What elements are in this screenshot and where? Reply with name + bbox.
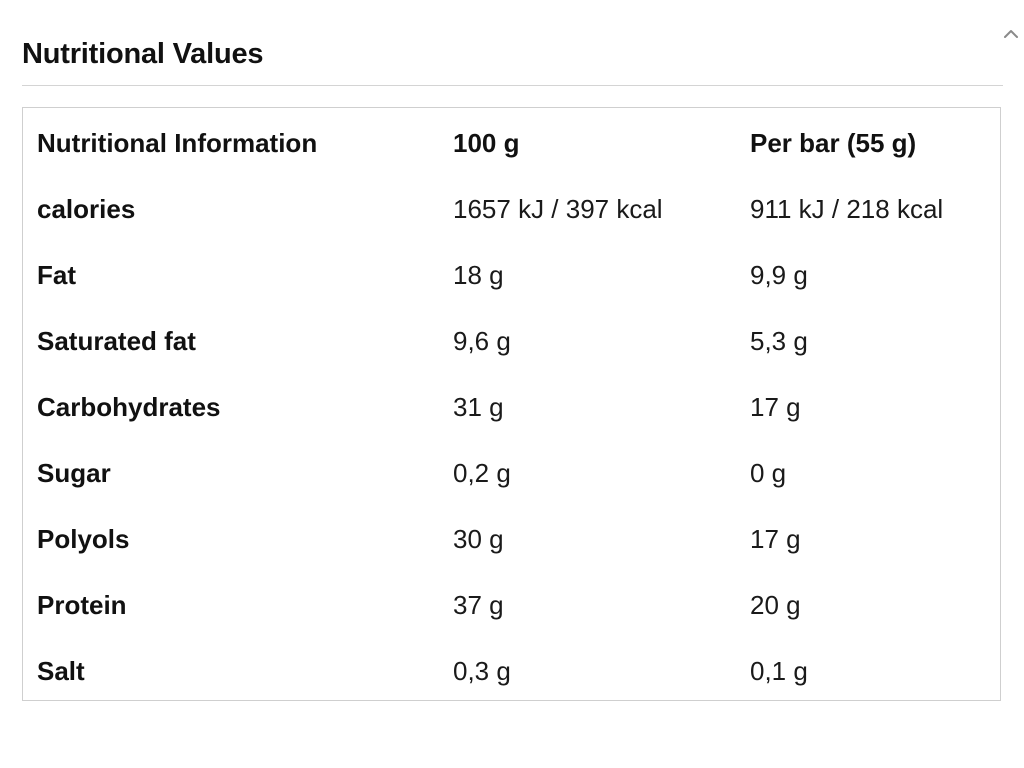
table-row: Sugar 0,2 g 0 g	[37, 440, 990, 506]
table-row: Carbohydrates 31 g 17 g	[37, 374, 990, 440]
nutrition-table: Nutritional Information 100 g Per bar (5…	[37, 108, 990, 704]
cell-per-bar: 17 g	[750, 391, 801, 422]
title-divider	[22, 85, 1003, 86]
row-label-calories: calories	[37, 193, 136, 224]
nutrition-table-container: Nutritional Information 100 g Per bar (5…	[22, 107, 1001, 701]
cell-per-100g: 37 g	[453, 589, 504, 620]
table-row: calories 1657 kJ / 397 kcal 911 kJ / 218…	[37, 176, 990, 242]
cell-per-bar: 5,3 g	[750, 325, 808, 356]
cell-per-bar: 20 g	[750, 589, 801, 620]
row-label-saturated-fat: Saturated fat	[37, 325, 196, 356]
cell-per-bar: 9,9 g	[750, 259, 808, 290]
table-row: Polyols 30 g 17 g	[37, 506, 990, 572]
cell-per-100g: 31 g	[453, 391, 504, 422]
row-label-carbohydrates: Carbohydrates	[37, 391, 221, 422]
row-label-salt: Salt	[37, 655, 85, 686]
table-row: Saturated fat 9,6 g 5,3 g	[37, 308, 990, 374]
cell-per-100g: 0,3 g	[453, 655, 511, 686]
row-label-polyols: Polyols	[37, 523, 130, 554]
cell-per-100g: 30 g	[453, 523, 504, 554]
cell-per-bar: 911 kJ / 218 kcal	[750, 193, 944, 224]
column-header-per-bar: Per bar (55 g)	[750, 127, 917, 158]
chevron-up-icon	[1004, 30, 1018, 38]
section-title: Nutritional Values	[22, 38, 264, 70]
column-header-per-100g: 100 g	[453, 127, 520, 158]
cell-per-100g: 18 g	[453, 259, 504, 290]
table-row: Fat 18 g 9,9 g	[37, 242, 990, 308]
cell-per-bar: 0 g	[750, 457, 787, 488]
row-label-protein: Protein	[37, 589, 127, 620]
table-row: Protein 37 g 20 g	[37, 572, 990, 638]
cell-per-100g: 0,2 g	[453, 457, 511, 488]
cell-per-bar: 0,1 g	[750, 655, 808, 686]
table-row: Salt 0,3 g 0,1 g	[37, 638, 990, 704]
row-label-sugar: Sugar	[37, 457, 111, 488]
cell-per-100g: 9,6 g	[453, 325, 511, 356]
cell-per-bar: 17 g	[750, 523, 801, 554]
collapse-toggle[interactable]	[1000, 27, 1022, 43]
table-header-row: Nutritional Information 100 g Per bar (5…	[37, 108, 990, 176]
cell-per-100g: 1657 kJ / 397 kcal	[453, 193, 663, 224]
column-header-nutrient: Nutritional Information	[37, 127, 318, 158]
row-label-fat: Fat	[37, 259, 76, 290]
